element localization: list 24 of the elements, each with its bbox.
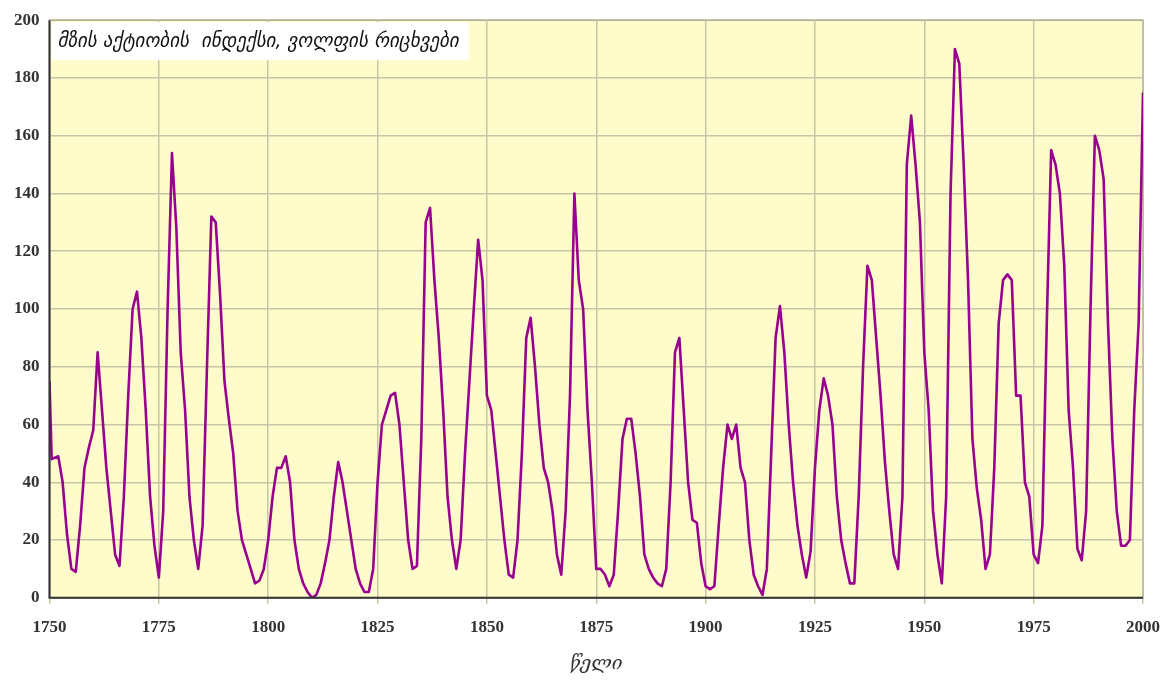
x-tick-label: 1875 [579, 617, 614, 637]
y-tick-label: 40 [22, 471, 40, 491]
y-tick-label: 160 [14, 125, 40, 145]
y-tick-label: 0 [31, 587, 40, 607]
text: მზის აქტიობის ინდექსი, ვოლფის რიცხვები [57, 29, 460, 53]
x-tick-label: 1900 [688, 617, 723, 637]
x-tick-label: 1950 [907, 617, 942, 637]
x-tick-label: 1925 [797, 617, 832, 637]
y-tick-label: 100 [14, 298, 40, 318]
y-tick-label: 140 [14, 182, 40, 202]
x-axis-title: წელი [569, 650, 623, 673]
x-tick-label: 1975 [1016, 617, 1051, 637]
y-tick-label: 20 [22, 529, 40, 549]
y-tick-label: 180 [14, 67, 40, 87]
y-tick-label: 60 [22, 413, 40, 433]
x-tick-label: 1800 [251, 617, 286, 637]
y-tick-label: 200 [14, 9, 40, 29]
x-tick-label: 1850 [469, 617, 504, 637]
x-tick-label: 1775 [141, 617, 176, 637]
y-tick-label: 120 [14, 240, 40, 260]
x-tick-label: 1825 [360, 617, 395, 637]
y-tick-label: 80 [22, 356, 40, 376]
x-tick-label: 1750 [32, 617, 67, 637]
x-tick-label: 2000 [1126, 617, 1160, 637]
